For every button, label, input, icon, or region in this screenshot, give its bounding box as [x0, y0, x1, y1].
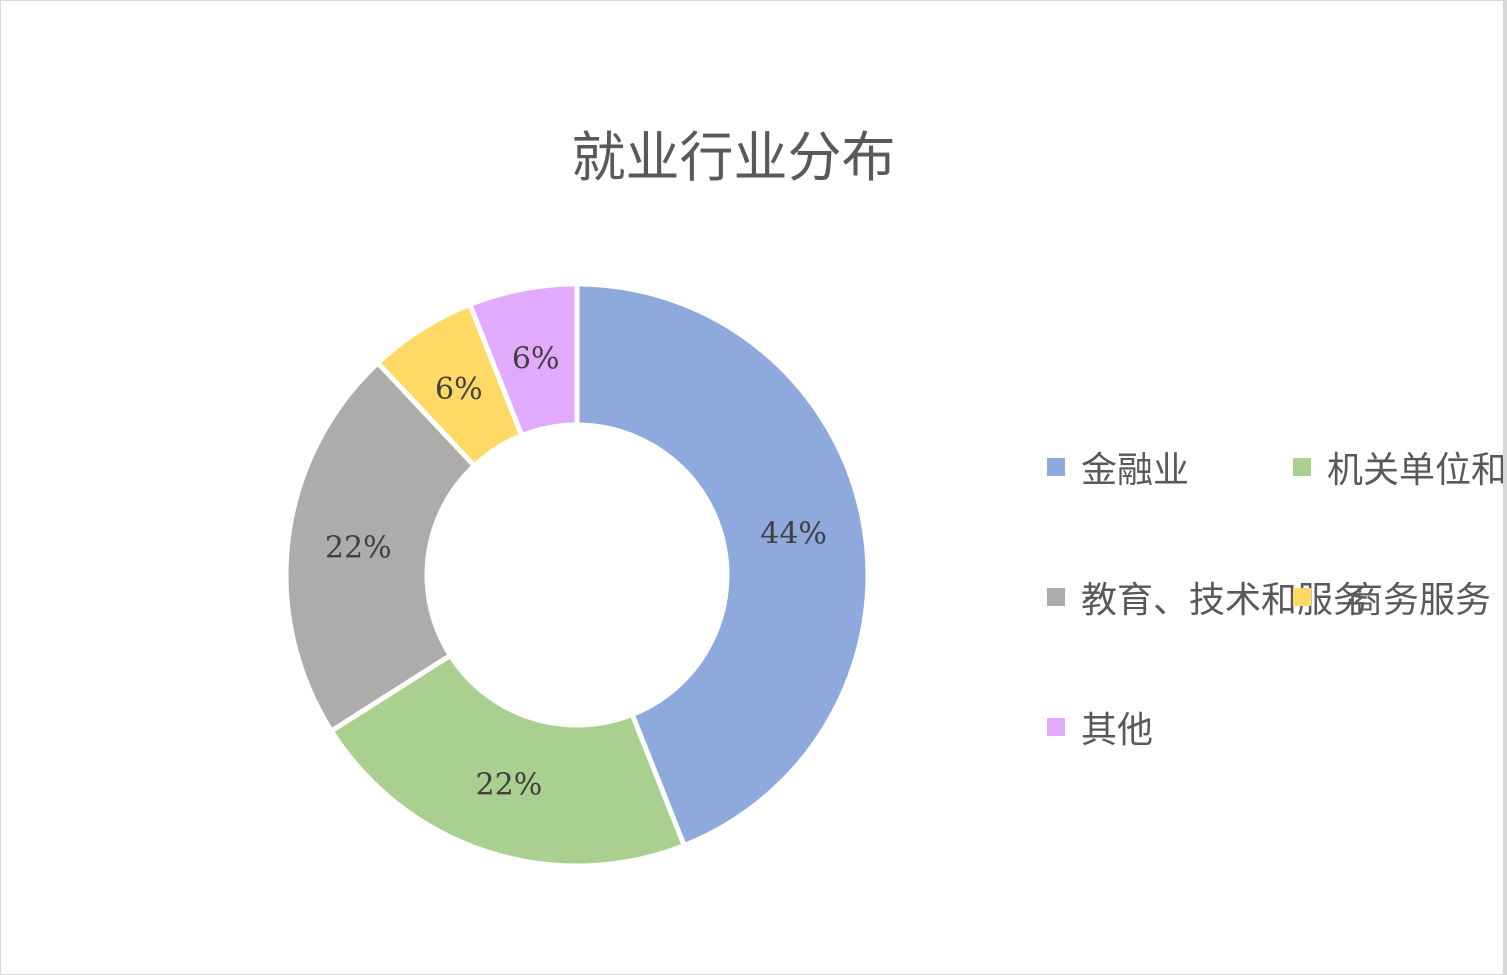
- donut-slice: [574, 281, 871, 849]
- legend-item-government: 机关单位和: [1293, 441, 1507, 493]
- data-label: 22%: [476, 768, 543, 803]
- legend-item-education: 教育、技术和服务: [1047, 571, 1369, 623]
- chart-title: 就业行业分布: [571, 126, 896, 189]
- legend-label: 商务服务: [1347, 580, 1492, 621]
- legend-label: 其他: [1081, 710, 1154, 751]
- data-label: 6%: [435, 372, 483, 407]
- donut-slice: [283, 359, 478, 735]
- data-label: 44%: [760, 517, 827, 552]
- data-label: 22%: [325, 530, 392, 565]
- legend-swatch: [1293, 458, 1311, 476]
- legend-item-other: 其他: [1047, 701, 1153, 753]
- legend-swatch: [1047, 588, 1065, 606]
- scrollbar[interactable]: [1503, 1, 1506, 974]
- legend-swatch: [1293, 588, 1311, 606]
- legend-label: 机关单位和: [1327, 450, 1507, 491]
- donut-slice: [466, 281, 580, 439]
- legend-item-finance: 金融业: [1047, 441, 1189, 493]
- legend-swatch: [1047, 718, 1065, 736]
- donut-slice: [327, 651, 688, 869]
- legend-item-business: 商务服务: [1293, 571, 1491, 623]
- legend-label: 教育、技术和服务: [1081, 580, 1370, 621]
- legend-swatch: [1047, 458, 1065, 476]
- data-label: 6%: [512, 341, 560, 376]
- legend-label: 金融业: [1081, 450, 1190, 491]
